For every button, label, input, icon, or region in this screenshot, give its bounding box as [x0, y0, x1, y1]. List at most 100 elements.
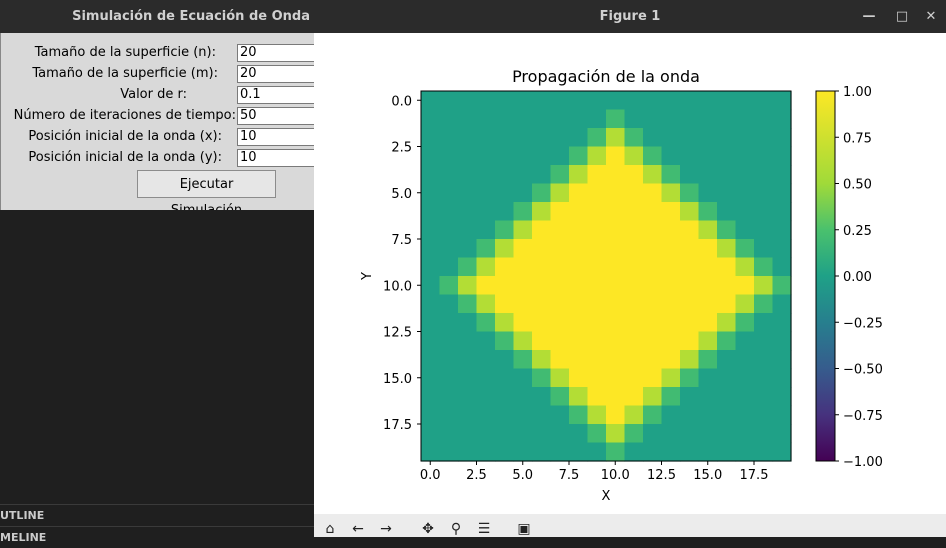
heatmap-cell — [754, 350, 774, 370]
forward-icon[interactable]: → — [380, 521, 392, 537]
heatmap-cell — [421, 442, 441, 462]
heatmap-cell — [476, 276, 496, 296]
heatmap-cell — [735, 91, 755, 111]
heatmap-cell — [698, 294, 718, 314]
heatmap-cell — [698, 91, 718, 111]
heatmap-cell — [513, 350, 533, 370]
heatmap-cell — [550, 350, 570, 370]
heatmap-cell — [606, 183, 626, 203]
surface-size-n-input[interactable]: 20 — [237, 44, 317, 62]
configure-icon[interactable]: ☰ — [477, 521, 491, 537]
surface-size-m-input[interactable]: 20 — [237, 65, 317, 83]
heatmap-cell — [624, 239, 644, 259]
heatmap-cell — [439, 220, 459, 240]
heatmap-cell — [661, 146, 681, 166]
initial-y-input[interactable]: 10 — [237, 149, 317, 167]
heatmap-cell — [754, 368, 774, 388]
heatmap-cell — [421, 387, 441, 407]
heatmap-cell — [532, 331, 552, 351]
y-tick-label: 0.0 — [391, 94, 412, 109]
heatmap-cell — [476, 350, 496, 370]
save-icon[interactable]: ▣ — [517, 521, 531, 537]
heatmap-cell — [587, 165, 607, 185]
heatmap-cell — [643, 313, 663, 333]
run-simulation-button[interactable]: Ejecutar Simulación — [137, 170, 276, 218]
heatmap-cell — [550, 313, 570, 333]
ide-background: UTLINE MELINE — [0, 210, 316, 544]
heatmap-cell — [458, 109, 478, 129]
colorbar-tick-label: −0.75 — [843, 409, 883, 424]
heatmap-cell — [513, 276, 533, 296]
x-tick-label: 15.0 — [693, 468, 722, 483]
heatmap-cell — [606, 442, 626, 462]
heatmap-cell — [421, 220, 441, 240]
heatmap-cell — [643, 146, 663, 166]
heatmap-cell — [772, 442, 792, 462]
heatmap-cell — [532, 442, 552, 462]
heatmap-cell — [476, 202, 496, 222]
heatmap-cell — [513, 183, 533, 203]
heatmap-cell — [698, 183, 718, 203]
heatmap-cell — [458, 257, 478, 277]
simulation-window-title: Simulación de Ecuación de Onda — [0, 0, 316, 33]
heatmap-cell — [680, 257, 700, 277]
r-value-input[interactable]: 0.1 — [237, 86, 317, 104]
heatmap-cell — [772, 276, 792, 296]
heatmap-cell — [680, 109, 700, 129]
zoom-icon[interactable]: ⚲ — [450, 521, 462, 537]
heatmap-cell — [495, 165, 515, 185]
heatmap-cell — [587, 257, 607, 277]
heatmap-cell — [532, 294, 552, 314]
heatmap-cells — [421, 91, 792, 462]
heatmap-cell — [476, 313, 496, 333]
heatmap-cell — [550, 146, 570, 166]
heatmap-cell — [587, 294, 607, 314]
heatmap-cell — [772, 183, 792, 203]
heatmap-cell — [680, 239, 700, 259]
heatmap-cell — [698, 165, 718, 185]
heatmap-cell — [735, 424, 755, 444]
home-icon[interactable]: ⌂ — [325, 521, 335, 537]
x-tick-label: 2.5 — [466, 468, 487, 483]
outline-section[interactable]: UTLINE — [0, 504, 316, 526]
heatmap-cell — [735, 165, 755, 185]
heatmap-cell — [476, 239, 496, 259]
heatmap-cell — [624, 294, 644, 314]
heatmap-cell — [643, 276, 663, 296]
timeline-section[interactable]: MELINE — [0, 526, 316, 548]
heatmap-cell — [476, 165, 496, 185]
close-icon[interactable]: ✕ — [925, 9, 937, 24]
heatmap-cell — [513, 257, 533, 277]
heatmap-cell — [661, 239, 681, 259]
initial-x-input[interactable]: 10 — [237, 128, 317, 146]
field-label-y: Posición inicial de la onda (y): — [28, 150, 222, 165]
heatmap-cell — [495, 350, 515, 370]
colorbar-tick-label: −0.25 — [843, 316, 883, 331]
heatmap-cell — [550, 331, 570, 351]
heatmap-cell — [439, 442, 459, 462]
heatmap-cell — [421, 91, 441, 111]
heatmap-cell — [772, 331, 792, 351]
heatmap-cell — [569, 424, 589, 444]
heatmap-cell — [439, 239, 459, 259]
heatmap-cell — [550, 165, 570, 185]
x-tick-label: 12.5 — [647, 468, 676, 483]
heatmap-cell — [717, 294, 737, 314]
minimize-icon[interactable]: — — [862, 9, 876, 24]
heatmap-cell — [661, 294, 681, 314]
heatmap-cell — [606, 424, 626, 444]
maximize-icon[interactable]: □ — [895, 9, 909, 24]
heatmap-cell — [735, 313, 755, 333]
heatmap-cell — [421, 165, 441, 185]
heatmap-cell — [458, 387, 478, 407]
heatmap-cell — [698, 424, 718, 444]
iterations-input[interactable]: 50 — [237, 107, 317, 125]
heatmap-cell — [476, 257, 496, 277]
heatmap-cell — [661, 368, 681, 388]
heatmap-cell — [569, 91, 589, 111]
pan-icon[interactable]: ✥ — [422, 521, 434, 537]
heatmap-cell — [458, 165, 478, 185]
heatmap-cell — [513, 424, 533, 444]
heatmap-cell — [513, 165, 533, 185]
back-icon[interactable]: ← — [352, 521, 364, 537]
